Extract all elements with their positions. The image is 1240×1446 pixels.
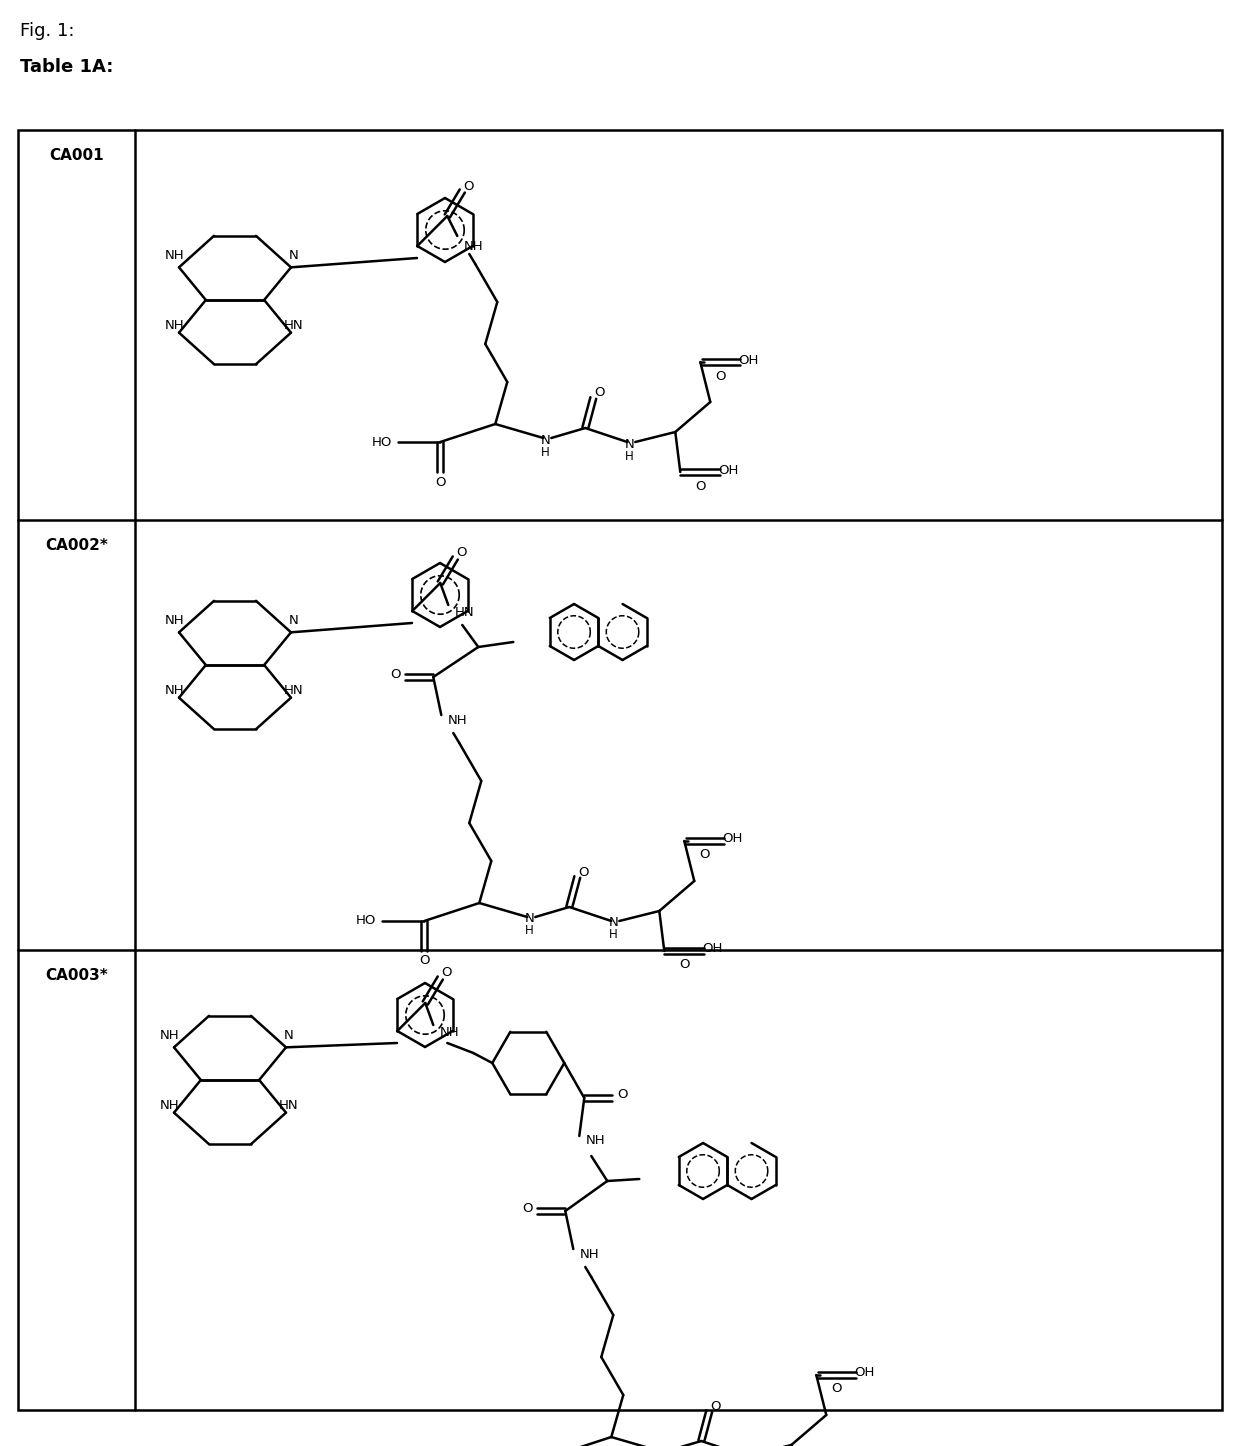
Text: O: O bbox=[522, 1202, 532, 1215]
Text: NH: NH bbox=[579, 1248, 599, 1261]
Text: OH: OH bbox=[722, 833, 743, 846]
Text: N: N bbox=[525, 912, 534, 925]
Text: NH: NH bbox=[448, 713, 467, 726]
Text: N: N bbox=[541, 434, 551, 447]
Bar bbox=[19, 130, 1221, 1410]
Text: NH: NH bbox=[165, 615, 185, 628]
Text: H: H bbox=[609, 928, 618, 941]
Text: NH: NH bbox=[585, 1135, 605, 1148]
Text: O: O bbox=[594, 386, 605, 399]
Text: H: H bbox=[541, 445, 549, 458]
Text: O: O bbox=[831, 1382, 842, 1395]
Text: O: O bbox=[699, 849, 709, 862]
Text: Fig. 1:: Fig. 1: bbox=[20, 22, 74, 40]
Text: O: O bbox=[419, 954, 429, 967]
Text: O: O bbox=[463, 179, 474, 192]
Text: O: O bbox=[696, 480, 706, 493]
Text: OH: OH bbox=[854, 1366, 874, 1379]
Text: N: N bbox=[625, 438, 634, 451]
Text: O: O bbox=[715, 370, 725, 383]
Text: N: N bbox=[289, 249, 298, 262]
Text: CA002*: CA002* bbox=[45, 538, 108, 552]
Text: CA001: CA001 bbox=[50, 147, 104, 163]
Text: O: O bbox=[711, 1400, 720, 1413]
Text: NH: NH bbox=[464, 240, 484, 253]
Text: N: N bbox=[609, 917, 619, 930]
Text: O: O bbox=[391, 668, 401, 681]
Text: NH: NH bbox=[160, 1099, 179, 1112]
Text: Table 1A:: Table 1A: bbox=[20, 58, 113, 77]
Text: HN: HN bbox=[455, 606, 474, 619]
Text: O: O bbox=[441, 966, 451, 979]
Text: HN: HN bbox=[279, 1099, 298, 1112]
Text: NH: NH bbox=[160, 1030, 179, 1043]
Text: N: N bbox=[284, 1030, 293, 1043]
Text: OH: OH bbox=[702, 943, 723, 956]
Text: NH: NH bbox=[439, 1027, 459, 1040]
Text: O: O bbox=[618, 1089, 627, 1102]
Text: H: H bbox=[525, 924, 533, 937]
Text: O: O bbox=[680, 959, 689, 972]
Text: NH: NH bbox=[165, 684, 185, 697]
Text: NH: NH bbox=[165, 320, 185, 333]
Text: O: O bbox=[435, 476, 445, 489]
Text: N: N bbox=[289, 615, 298, 628]
Text: H: H bbox=[625, 450, 634, 463]
Text: HN: HN bbox=[284, 320, 303, 333]
Text: HN: HN bbox=[284, 684, 303, 697]
Text: OH: OH bbox=[718, 464, 739, 477]
Text: NH: NH bbox=[165, 249, 185, 262]
Text: HO: HO bbox=[372, 435, 393, 448]
Text: CA003*: CA003* bbox=[45, 967, 108, 983]
Text: O: O bbox=[578, 866, 589, 879]
Text: O: O bbox=[456, 547, 466, 560]
Text: HO: HO bbox=[356, 914, 377, 927]
Text: OH: OH bbox=[738, 353, 759, 366]
